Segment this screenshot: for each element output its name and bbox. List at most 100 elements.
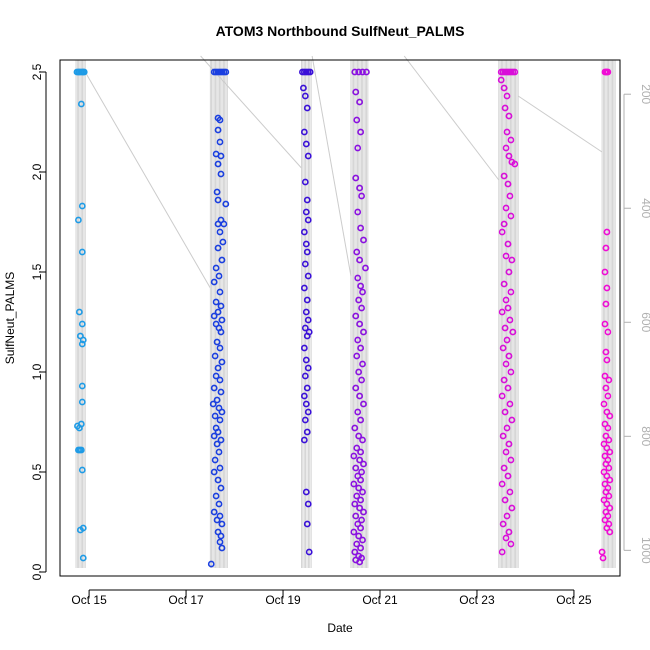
data-point	[358, 516, 365, 524]
data-point	[301, 92, 309, 100]
data-point	[353, 248, 361, 256]
y-tick-label: 0.0	[30, 563, 44, 580]
data-point	[360, 508, 367, 516]
y2-tick-label: 1000	[639, 537, 650, 564]
data-point	[302, 488, 310, 496]
data-point	[501, 408, 509, 416]
data-point	[78, 248, 86, 256]
x-axis-label: Date	[327, 621, 353, 635]
data-point	[505, 440, 513, 448]
data-point	[504, 384, 512, 392]
data-point	[603, 356, 611, 364]
data-point	[304, 316, 312, 324]
plot-frame	[59, 59, 621, 577]
data-point	[604, 424, 612, 432]
transit-line	[517, 95, 603, 153]
data-point	[508, 416, 516, 424]
data-point	[360, 236, 367, 244]
data-point	[501, 104, 509, 112]
data-point	[502, 534, 510, 542]
data-point	[498, 308, 506, 316]
data-point	[78, 202, 86, 210]
data-point	[355, 484, 363, 492]
data-point	[214, 126, 222, 134]
data-point	[302, 400, 310, 408]
data-point	[352, 384, 360, 392]
data-point	[350, 452, 358, 460]
data-point	[353, 352, 361, 360]
data-point	[215, 448, 223, 456]
data-point	[500, 464, 508, 472]
data-point	[302, 140, 310, 148]
data-point	[511, 160, 519, 168]
data-point	[606, 448, 614, 456]
y-axis: 0.0 0.5 1.0 1.5 2.0 2.5	[30, 63, 47, 580]
data-point	[213, 188, 221, 196]
data-point	[303, 384, 311, 392]
data-point	[79, 336, 87, 344]
data-point	[300, 436, 308, 444]
data-point	[351, 424, 359, 432]
data-point	[301, 178, 309, 186]
data-point	[497, 76, 505, 84]
data-point	[500, 172, 508, 180]
data-point	[213, 338, 221, 346]
data-point	[75, 216, 82, 224]
data-point	[217, 532, 225, 540]
x-tick-label: Oct 15	[71, 593, 107, 607]
data-point	[301, 372, 309, 380]
data-point	[502, 204, 510, 212]
data-point	[215, 272, 223, 280]
data-point	[350, 528, 358, 536]
data-point	[212, 372, 220, 380]
data-point	[217, 302, 225, 310]
data-point	[355, 368, 363, 376]
data-point	[358, 192, 365, 200]
data-point	[362, 264, 369, 272]
data-point	[300, 228, 308, 236]
data-point	[215, 500, 223, 508]
data-point	[600, 400, 608, 408]
data-point	[499, 520, 507, 528]
data-point	[507, 456, 515, 464]
data-point	[216, 416, 224, 424]
data-point	[358, 304, 365, 312]
data-point	[502, 360, 510, 368]
data-point	[601, 516, 609, 524]
data-point	[359, 436, 366, 444]
data-point	[360, 328, 367, 336]
data-point	[359, 288, 366, 296]
y2-axis: 200 400 600 800 1000	[623, 84, 650, 564]
data-point	[77, 446, 85, 454]
transit-line	[84, 71, 211, 289]
data-point	[605, 376, 613, 384]
y-tick-label: 2.5	[30, 63, 44, 80]
data-point	[354, 208, 362, 216]
data-point	[216, 464, 224, 472]
data-point	[303, 248, 311, 256]
data-point	[509, 328, 517, 336]
data-point	[210, 312, 218, 320]
data-point	[505, 112, 513, 120]
y2-tick-label: 200	[639, 84, 650, 104]
y2-tick-label: 800	[639, 426, 650, 446]
data-point	[222, 68, 230, 76]
data-points	[73, 68, 614, 568]
data-point	[304, 408, 312, 416]
data-point	[356, 320, 364, 328]
y2-tick-label: 400	[639, 198, 650, 218]
data-point	[506, 400, 514, 408]
transit-line	[403, 55, 500, 181]
data-point	[79, 554, 87, 562]
data-point	[360, 400, 367, 408]
data-point	[356, 184, 364, 192]
data-point	[303, 428, 311, 436]
data-point	[216, 344, 224, 352]
y-tick-label: 2.0	[30, 163, 44, 180]
data-point	[505, 352, 513, 360]
data-point	[499, 432, 507, 440]
data-point	[501, 496, 509, 504]
data-point	[603, 228, 611, 236]
data-point	[507, 368, 515, 376]
